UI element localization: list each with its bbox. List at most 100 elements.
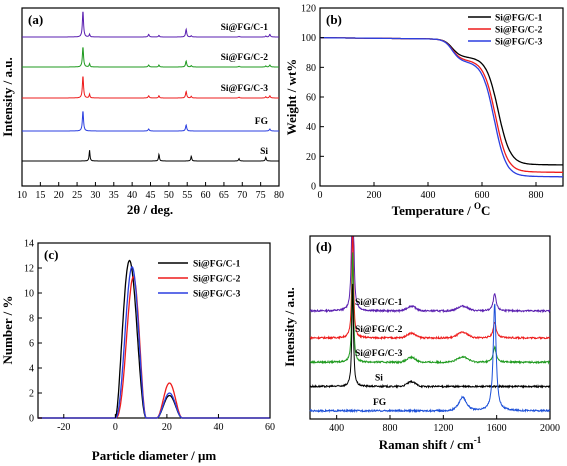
- panel-a: 10 15 20 25 30 35 40 45 50 55 60 65 70 75 80 Si@FG/C-1…: [0, 7, 284, 217]
- panel-c-legend-label: Si@FG/C-2: [193, 275, 241, 285]
- panel-c-ytick-label: 0: [29, 414, 34, 425]
- panel-d-xtick-label: 1600: [487, 423, 507, 434]
- panel-d-series-si: [309, 283, 551, 389]
- panel-c-xtick-label: -20: [57, 422, 70, 433]
- panel-c-ytick-label: 10: [24, 289, 34, 300]
- panel-b-ticks: 0 200 400 600 800 0 20 40 60 80 100 120: [301, 4, 544, 202]
- panel-b-ytick-label: 0: [311, 182, 316, 193]
- panel-c-ytick-label: 8: [29, 314, 34, 325]
- panel-d-xtick-label: 800: [383, 423, 398, 434]
- panel-a-xtick-label: 40: [127, 190, 137, 201]
- panel-a-xtick-label: 50: [164, 190, 174, 201]
- panel-a-xtick-label: 20: [54, 190, 64, 201]
- panel-a-label: (a): [28, 12, 43, 27]
- panel-a-xtick-label: 70: [237, 190, 247, 201]
- panel-b-xtick-label: 0: [318, 190, 323, 201]
- panel-a-xtick-label: 65: [219, 190, 229, 201]
- panel-a-series-si-fg-c-3: [22, 76, 279, 99]
- panel-c-xtick-label: 20: [162, 422, 172, 433]
- panel-a-xtick-label: 15: [35, 190, 45, 201]
- panel-c-ticks: -20 0 20 40 60 0 2 4 6 8 10 12 14: [24, 239, 275, 434]
- panel-a-series-si: [22, 150, 279, 162]
- panel-b-xtick-label: 400: [421, 190, 436, 201]
- panel-d-frame: [309, 235, 551, 420]
- panel-d-series-label: Si@FG/C-2: [355, 325, 403, 335]
- panel-a-xtick-label: 10: [17, 190, 27, 201]
- panel-b-ytick-label: 120: [301, 4, 316, 15]
- panel-d-series-labels: Si@FG/C-1 Si@FG/C-2 Si@FG/C-3 Si FG: [355, 298, 403, 408]
- panel-b-legend: Si@FG/C-1 Si@FG/C-2 Si@FG/C-3: [468, 14, 543, 48]
- panel-c-ytick-label: 4: [29, 364, 34, 375]
- panel-b-ylabel: Weight / wt%: [284, 59, 299, 136]
- panel-a-xtick-label: 25: [72, 190, 82, 201]
- panel-b-ytick-label: 40: [306, 122, 316, 133]
- panel-b-curves: [320, 37, 564, 178]
- panel-a-series-label: Si@FG/C-1: [221, 23, 269, 33]
- panel-a-xtick-label: 60: [201, 190, 211, 201]
- panel-d-xtick-label: 2000: [540, 423, 560, 434]
- panel-b-legend-label: Si@FG/C-1: [495, 14, 543, 24]
- panel-b-series-si-fg-c-3: [320, 37, 563, 178]
- panel-b-legend-label: Si@FG/C-2: [495, 26, 543, 36]
- panel-a-xtick-label: 75: [256, 190, 266, 201]
- panel-d-series-si-fg-c-1: [309, 236, 551, 314]
- panel-a-series-si-fg-c-2: [22, 47, 279, 68]
- panel-b-ytick-label: 20: [306, 152, 316, 163]
- panel-a-xtick-label: 45: [146, 190, 156, 201]
- panel-a-ylabel: Intensity / a.u.: [0, 57, 15, 136]
- panel-b-ytick-label: 60: [306, 93, 316, 104]
- panel-c-xtick-label: 40: [213, 422, 223, 433]
- panel-b-label: (b): [326, 12, 342, 27]
- panel-d-xlabel: Raman shift / cm-1: [379, 435, 482, 452]
- panel-b-series-si-fg-c-1: [320, 37, 563, 166]
- panel-d-xtick-label: 1200: [433, 423, 453, 434]
- panel-d-ticks: 400 800 1200 1600 2000: [329, 415, 560, 434]
- panel-b-xtick-label: 800: [529, 190, 544, 201]
- panel-b-xlabel-text: Temperature /: [392, 203, 474, 218]
- panel-b-xtick-label: 600: [475, 190, 490, 201]
- panel-a-xtick-label: 35: [109, 190, 119, 201]
- panel-b-legend-label: Si@FG/C-3: [495, 38, 543, 48]
- panel-d-series-label: FG: [373, 398, 387, 408]
- panel-c-ylabel: Number / %: [0, 295, 15, 364]
- panel-d: 400 800 1200 1600 2000 Si@FG/C-1Si@FG/C-2Si@…: [282, 235, 560, 452]
- panel-c-xtick-label: 0: [113, 422, 118, 433]
- panel-d-series-label: Si@FG/C-1: [355, 298, 403, 308]
- panel-d-series-label: Si@FG/C-3: [355, 349, 403, 359]
- panel-a-series-label: Si@FG/C-3: [221, 84, 269, 94]
- panel-c-ytick-label: 2: [29, 389, 34, 400]
- panel-a-series-si-fg-c-1: [22, 11, 279, 38]
- panel-a-xtick-label: 80: [274, 190, 284, 201]
- panel-a-series-label: FG: [255, 117, 269, 127]
- panel-d-ylabel: Intensity / a.u.: [282, 287, 297, 366]
- panel-a-xtick-label: 55: [182, 190, 192, 201]
- panel-b-ytick-label: 100: [301, 33, 316, 44]
- panel-a-xlabel: 2θ / deg.: [127, 202, 173, 217]
- panel-b-xlabel-unit: C: [481, 203, 490, 218]
- panel-a-series-label: Si@FG/C-2: [221, 53, 269, 63]
- panel-c-ytick-label: 12: [24, 264, 34, 275]
- panel-b-ytick-label: 80: [306, 63, 316, 74]
- panel-b-xtick-label: 200: [367, 190, 382, 201]
- panel-c-label: (c): [44, 247, 58, 262]
- panel-c: -20 0 20 40 60 0 2 4 6 8 10 12 14 Si@FG/C-1 Si@FG/C-2…: [0, 239, 275, 464]
- panel-d-series-si-fg-c-3: [309, 252, 551, 365]
- panel-c-legend: Si@FG/C-1 Si@FG/C-2 Si@FG/C-3: [158, 260, 241, 300]
- panel-a-series-fg: [22, 111, 279, 132]
- panel-d-series-label: Si: [375, 374, 383, 384]
- panel-d-xlabel-sup: -1: [474, 435, 482, 445]
- panel-c-legend-label: Si@FG/C-3: [193, 290, 241, 300]
- panel-a-curves: [22, 11, 279, 162]
- panel-d-series-fg: [309, 303, 551, 414]
- panel-c-curves: [38, 259, 270, 419]
- panel-d-xtick-label: 400: [329, 423, 344, 434]
- panel-d-label: (d): [316, 239, 332, 254]
- panel-a-frame: [21, 7, 280, 187]
- panel-a-xtick-label: 30: [90, 190, 100, 201]
- panel-c-ytick-label: 6: [29, 339, 34, 350]
- panel-a-series-label: Si: [260, 147, 268, 157]
- panel-c-ytick-label: 14: [24, 239, 34, 250]
- panel-c-xtick-label: 60: [265, 422, 275, 433]
- panel-c-legend-label: Si@FG/C-1: [193, 260, 241, 270]
- panel-d-curves: [309, 236, 551, 414]
